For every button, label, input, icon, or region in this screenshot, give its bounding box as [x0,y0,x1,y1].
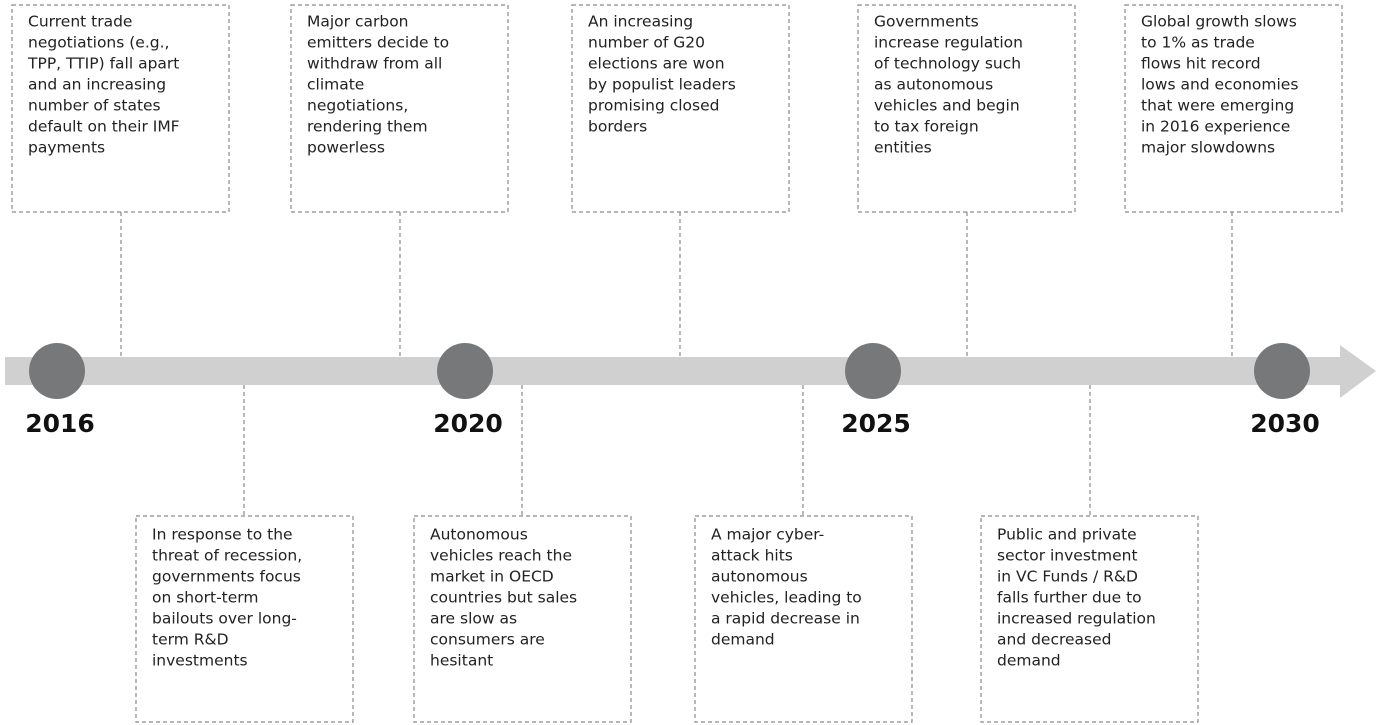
event-text: emitters decide to [307,34,449,52]
event-text: governments focus [152,568,301,586]
event-text: Governments [874,13,979,31]
event-text: falls further due to [997,589,1142,607]
event-text: and an increasing [28,76,166,94]
event-text: TPP, TTIP) fall apart [27,55,179,73]
event-text: a rapid decrease in [711,610,860,628]
event-text: negotiations (e.g., [28,34,169,52]
event-text: borders [588,118,647,136]
year-label: 2020 [433,409,503,438]
year-marker [29,343,85,399]
event-text: autonomous [711,568,808,586]
event-text: investments [152,652,248,670]
event-text: lows and economies [1141,76,1298,94]
event-text: attack hits [711,547,793,565]
event-text: are slow as [430,610,517,628]
year-label: 2016 [25,409,95,438]
event-text: that were emerging [1141,97,1294,115]
event-text: Autonomous [430,526,528,544]
event-text: powerless [307,139,385,157]
event-text: Major carbon [307,13,409,31]
event-text: to 1% as trade [1141,34,1255,52]
year-marker [1254,343,1310,399]
event-text: increase regulation [874,34,1023,52]
event-text: increased regulation [997,610,1156,628]
event-text: in VC Funds / R&D [997,568,1138,586]
year-label: 2025 [841,409,911,438]
event-text: consumers are [430,631,545,649]
event-text: in 2016 experience [1141,118,1290,136]
event-text: payments [28,139,105,157]
event-text: by populist leaders [588,76,736,94]
event-box [857,4,1076,213]
event-text: as autonomous [874,76,993,94]
event-text: countries but sales [430,589,577,607]
event-text: term R&D [152,631,229,649]
event-text: and decreased [997,631,1112,649]
event-box [135,515,354,723]
timeline-bar [5,357,1342,385]
year-label: 2030 [1250,409,1320,438]
event-text: sector investment [997,547,1138,565]
event-box [413,515,632,723]
event-text: In response to the [152,526,293,544]
event-text: promising closed [588,97,720,115]
event-text: Public and private [997,526,1137,544]
event-box [980,515,1199,723]
event-text: withdraw from all [307,55,442,73]
event-box [290,4,509,213]
event-text: negotiations, [307,97,408,115]
event-box [1124,4,1343,213]
event-text: elections are won [588,55,725,73]
event-text: Current trade [28,13,132,31]
event-text: demand [711,631,775,649]
event-text: entities [874,139,932,157]
event-text: flows hit record [1141,55,1261,73]
event-box [11,4,230,213]
event-text: default on their IMF [28,118,180,136]
event-text: of technology such [874,55,1021,73]
event-text: to tax foreign [874,118,979,136]
event-text: hesitant [430,652,493,670]
event-box [571,4,790,213]
event-text: Global growth slows [1141,13,1297,31]
event-text: rendering them [307,118,428,136]
event-text: major slowdowns [1141,139,1275,157]
event-text: demand [997,652,1061,670]
year-marker [437,343,493,399]
event-text: An increasing [588,13,693,31]
event-text: number of states [28,97,161,115]
event-text: market in OECD [430,568,554,586]
timeline-arrowhead [1340,345,1376,398]
event-text: vehicles reach the [430,547,572,565]
event-box [694,515,913,723]
event-text: number of G20 [588,34,705,52]
event-text: A major cyber- [711,526,824,544]
event-text: bailouts over long- [152,610,297,628]
event-text: climate [307,76,364,94]
event-text: threat of recession, [152,547,302,565]
event-text: vehicles and begin [874,97,1020,115]
event-text: on short-term [152,589,258,607]
year-marker [845,343,901,399]
event-text: vehicles, leading to [711,589,862,607]
